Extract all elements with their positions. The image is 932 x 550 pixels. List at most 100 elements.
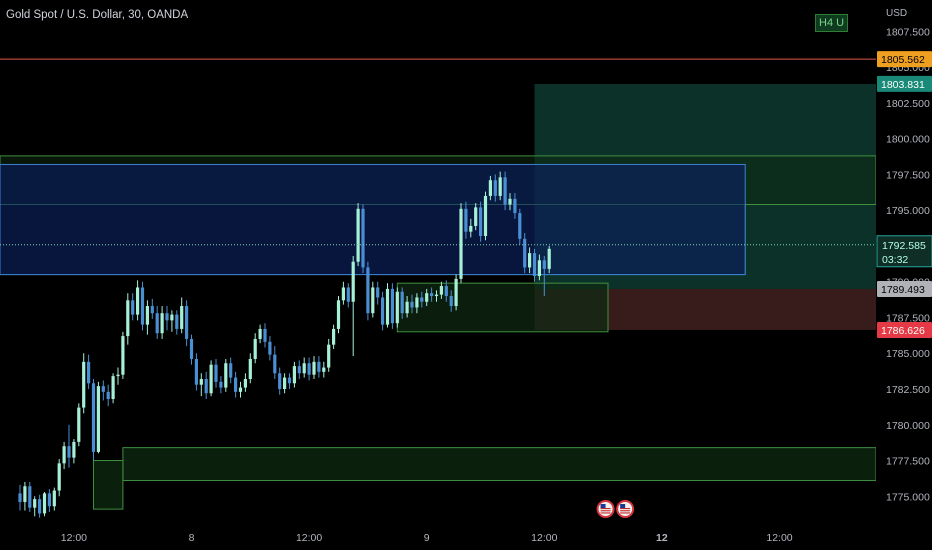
candle — [234, 371, 238, 398]
candle — [395, 287, 399, 328]
price-tick-label: 1802.500 — [886, 98, 930, 110]
candle — [415, 293, 419, 314]
candle — [317, 356, 321, 378]
candle — [479, 201, 483, 242]
svg-text:1789.493: 1789.493 — [881, 284, 925, 296]
candle — [405, 296, 409, 318]
candle — [263, 323, 267, 348]
demand-zone-mid[interactable] — [396, 282, 609, 333]
candle — [67, 424, 71, 468]
price-tick-label: 1807.500 — [886, 26, 930, 38]
price-tag-take-profit[interactable]: 1803.831 — [877, 75, 932, 92]
time-tick-label: 12:00 — [531, 532, 557, 544]
price-tick-label: 1782.500 — [886, 384, 930, 396]
candle — [361, 204, 365, 274]
candle — [229, 357, 233, 384]
candle — [91, 378, 96, 461]
candle — [332, 324, 336, 349]
candle — [62, 441, 66, 470]
price-tag-resistance[interactable]: 1805.562 — [877, 51, 932, 68]
candle — [126, 293, 130, 345]
price-tick-label: 1795.000 — [886, 205, 930, 217]
price-tag-current[interactable]: 1792.585 03:32 — [876, 235, 932, 268]
candle — [248, 353, 252, 384]
price-tick-label: 1775.000 — [886, 491, 930, 503]
candle — [459, 203, 463, 284]
candle — [253, 333, 257, 364]
price-tick-label: 1785.000 — [886, 348, 930, 360]
candle — [503, 171, 507, 211]
candle — [116, 367, 120, 385]
candle — [410, 294, 414, 314]
candle — [136, 280, 140, 321]
candle — [106, 384, 110, 407]
time-axis[interactable]: 12:00 8 12:00 9 12:00 12 12:00 — [0, 522, 932, 550]
candle — [180, 297, 184, 334]
candle — [214, 358, 218, 388]
candle — [371, 281, 375, 318]
candle — [38, 494, 42, 518]
svg-text:1803.831: 1803.831 — [881, 79, 925, 91]
candle — [175, 310, 179, 335]
demand-zone-low[interactable] — [122, 447, 877, 482]
candle — [224, 358, 228, 392]
candle — [283, 373, 287, 394]
candle — [400, 287, 404, 319]
candle — [258, 324, 262, 344]
candle — [356, 203, 360, 267]
currency-label: USD — [886, 8, 908, 19]
candle — [160, 306, 164, 339]
price-tag-entry[interactable]: 1789.493 — [877, 280, 932, 297]
candle — [537, 254, 541, 281]
candle — [483, 191, 488, 241]
candle — [121, 331, 125, 379]
candle — [140, 281, 145, 331]
candle — [185, 300, 189, 347]
candle — [52, 487, 56, 511]
candle — [341, 281, 345, 305]
candle — [131, 293, 135, 321]
economic-events — [596, 500, 635, 518]
time-tick-label: 12:00 — [61, 532, 87, 544]
price-tick-label: 1780.000 — [886, 420, 930, 432]
svg-text:03:32: 03:32 — [882, 254, 908, 266]
candle — [72, 439, 76, 464]
candle — [199, 373, 203, 397]
price-tag-stop-loss[interactable]: 1786.626 — [877, 321, 932, 338]
candle — [297, 360, 301, 379]
candle — [77, 403, 81, 447]
price-axis[interactable]: 1807.5001805.0001802.5001800.0001797.500… — [876, 0, 932, 550]
candle — [150, 298, 154, 319]
candle — [474, 203, 478, 231]
candle — [165, 306, 169, 331]
price-levels — [0, 58, 876, 246]
candle — [385, 283, 390, 328]
candle — [18, 484, 22, 511]
candle — [145, 300, 149, 335]
candle — [430, 287, 434, 302]
candle — [464, 201, 468, 239]
us-flag-icon[interactable] — [596, 500, 615, 518]
candle — [469, 218, 473, 238]
candle — [155, 306, 159, 339]
us-flag-icon[interactable] — [616, 500, 635, 518]
candles — [18, 171, 551, 518]
candle — [532, 248, 537, 282]
blue-resistance-zone[interactable] — [0, 163, 746, 276]
candle — [57, 459, 61, 497]
candle — [111, 373, 115, 404]
candle — [204, 371, 208, 400]
candle — [302, 357, 306, 378]
timeframe-badge[interactable]: H4 U — [815, 14, 849, 32]
drawing-zones — [0, 83, 877, 510]
price-tick-label: 1787.500 — [886, 312, 930, 324]
demand-zone-tiny[interactable] — [93, 460, 124, 510]
candle — [96, 381, 100, 454]
candle — [381, 291, 385, 331]
candle — [82, 353, 86, 414]
time-tick-label: 8 — [189, 532, 195, 544]
time-tick-label: 9 — [424, 532, 430, 544]
candle — [523, 233, 527, 274]
candle — [346, 283, 350, 308]
